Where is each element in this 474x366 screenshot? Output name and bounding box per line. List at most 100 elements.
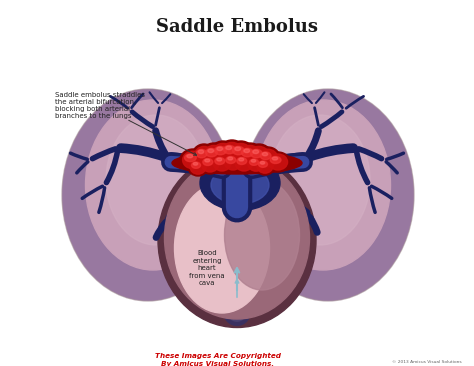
FancyArrowPatch shape [155, 131, 166, 156]
Ellipse shape [205, 159, 210, 162]
Ellipse shape [257, 159, 273, 173]
Ellipse shape [248, 146, 269, 165]
Ellipse shape [270, 115, 370, 245]
Ellipse shape [248, 157, 264, 171]
FancyArrowPatch shape [346, 96, 364, 108]
Ellipse shape [246, 155, 266, 173]
FancyArrowPatch shape [71, 153, 87, 159]
FancyArrowPatch shape [290, 202, 306, 213]
FancyArrowPatch shape [316, 92, 325, 103]
Ellipse shape [237, 143, 263, 167]
FancyArrowPatch shape [121, 148, 165, 157]
FancyArrowPatch shape [155, 108, 159, 125]
Ellipse shape [192, 144, 216, 168]
Ellipse shape [272, 157, 278, 160]
FancyArrowPatch shape [171, 162, 222, 169]
FancyArrowPatch shape [372, 186, 392, 198]
Ellipse shape [208, 149, 214, 153]
Ellipse shape [225, 180, 300, 290]
FancyArrowPatch shape [82, 186, 102, 198]
FancyArrowPatch shape [110, 96, 128, 108]
Ellipse shape [190, 160, 206, 174]
Ellipse shape [199, 154, 221, 174]
Ellipse shape [249, 159, 258, 165]
FancyArrowPatch shape [356, 151, 368, 183]
Ellipse shape [266, 152, 290, 172]
Ellipse shape [217, 147, 223, 150]
Ellipse shape [251, 149, 262, 158]
Ellipse shape [182, 151, 203, 169]
Ellipse shape [85, 100, 220, 270]
Ellipse shape [164, 157, 310, 319]
Ellipse shape [246, 144, 272, 168]
Ellipse shape [233, 146, 244, 155]
FancyArrowPatch shape [132, 112, 153, 127]
Text: © 2013 Amicus Visual Solutions: © 2013 Amicus Visual Solutions [392, 360, 462, 364]
Ellipse shape [235, 147, 241, 150]
FancyArrowPatch shape [77, 162, 88, 173]
Ellipse shape [211, 153, 233, 173]
Ellipse shape [255, 100, 391, 270]
FancyArrowPatch shape [252, 162, 303, 169]
FancyArrowPatch shape [309, 148, 353, 157]
FancyArrowPatch shape [359, 149, 382, 159]
Ellipse shape [260, 161, 265, 164]
Ellipse shape [194, 146, 214, 165]
Ellipse shape [260, 152, 271, 160]
Ellipse shape [226, 157, 236, 164]
Ellipse shape [222, 142, 242, 162]
Ellipse shape [213, 143, 233, 163]
Ellipse shape [215, 157, 225, 164]
Ellipse shape [210, 141, 236, 165]
FancyArrowPatch shape [315, 108, 319, 125]
Ellipse shape [244, 149, 250, 153]
Ellipse shape [239, 145, 260, 165]
Ellipse shape [63, 90, 233, 300]
Ellipse shape [187, 154, 192, 158]
Ellipse shape [270, 157, 281, 164]
Ellipse shape [230, 143, 251, 163]
Ellipse shape [206, 148, 217, 157]
Ellipse shape [219, 140, 245, 164]
Ellipse shape [203, 158, 213, 165]
Ellipse shape [193, 163, 198, 165]
FancyArrowPatch shape [106, 151, 118, 183]
Ellipse shape [222, 152, 244, 172]
Ellipse shape [243, 90, 413, 300]
FancyArrowPatch shape [331, 94, 342, 108]
Ellipse shape [217, 158, 222, 161]
FancyArrowPatch shape [369, 188, 375, 212]
Ellipse shape [224, 154, 242, 170]
Ellipse shape [188, 158, 208, 176]
Ellipse shape [251, 160, 256, 162]
Ellipse shape [172, 152, 302, 174]
Ellipse shape [235, 155, 253, 171]
Ellipse shape [184, 154, 196, 162]
Text: Saddle Embolus: Saddle Embolus [156, 18, 318, 36]
Text: Blood
entering
heart
from vena
cava: Blood entering heart from vena cava [189, 250, 225, 286]
FancyArrowPatch shape [252, 162, 303, 169]
Ellipse shape [196, 149, 207, 158]
Ellipse shape [213, 155, 231, 171]
Ellipse shape [198, 150, 204, 154]
FancyArrowPatch shape [304, 94, 312, 103]
Ellipse shape [258, 161, 267, 167]
FancyArrowPatch shape [92, 149, 115, 159]
FancyArrowPatch shape [156, 222, 166, 238]
Ellipse shape [191, 162, 201, 168]
Ellipse shape [106, 115, 206, 245]
Ellipse shape [180, 149, 206, 171]
Text: Saddle embolus straddles
the arterial bifurcation,
blocking both arterial
branch: Saddle embolus straddles the arterial bi… [55, 92, 197, 155]
Ellipse shape [62, 89, 234, 301]
Ellipse shape [228, 157, 233, 160]
Ellipse shape [237, 157, 247, 164]
Ellipse shape [256, 147, 280, 169]
FancyArrowPatch shape [170, 207, 186, 219]
Ellipse shape [201, 156, 219, 172]
FancyArrowPatch shape [256, 158, 303, 167]
Ellipse shape [239, 158, 244, 161]
Ellipse shape [158, 153, 316, 328]
FancyArrowPatch shape [171, 162, 222, 169]
FancyArrowPatch shape [99, 188, 105, 212]
FancyArrowPatch shape [162, 94, 170, 103]
